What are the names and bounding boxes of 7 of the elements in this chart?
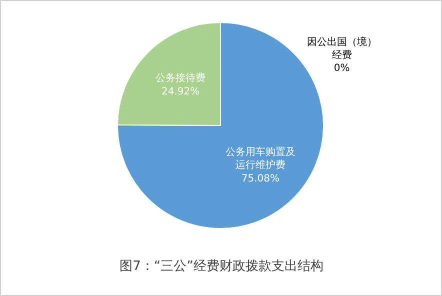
text: 图7：“三公”经费财政拨款支出结构 [120, 259, 324, 274]
data-label: 24.92% [161, 86, 200, 98]
slice-label: 公务接待费 [156, 72, 206, 84]
data-label: 75.08% [241, 173, 280, 184]
category-label: 因公出国（境）经费 [306, 36, 377, 61]
slice-label: 公务用车购置及运行维护费 [225, 146, 296, 172]
text: 0% [334, 63, 350, 74]
